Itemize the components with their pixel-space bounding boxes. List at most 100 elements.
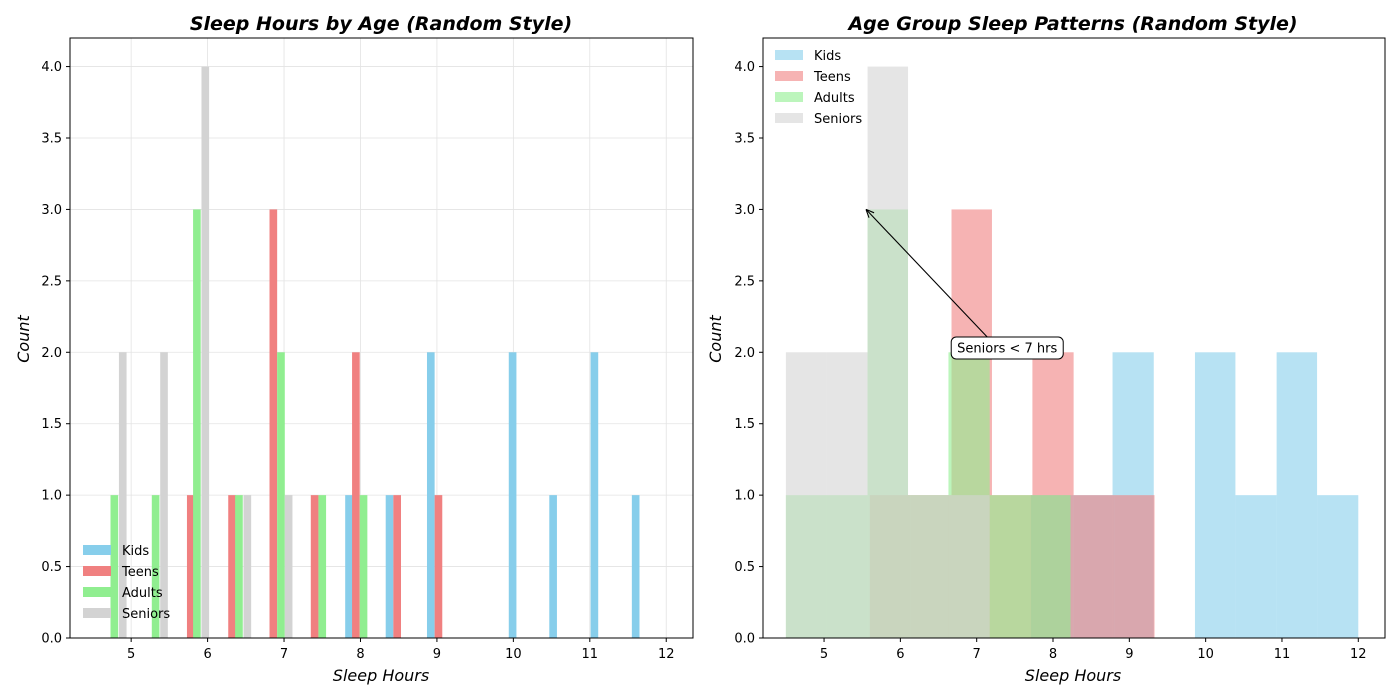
x-axis-label: Sleep Hours (333, 666, 429, 685)
bar-adults (359, 495, 368, 638)
legend-label: Seniors (814, 112, 862, 127)
y-tick-label: 2.5 (734, 274, 755, 289)
y-tick-label: 1.5 (41, 417, 62, 432)
legend-swatch-kids (775, 50, 803, 60)
legend-swatch-adults (775, 92, 803, 102)
bar-seniors (201, 66, 210, 639)
bar-seniors (243, 495, 252, 638)
hist-bar-seniors (948, 495, 990, 638)
y-tick-label: 3.5 (734, 132, 755, 147)
legend-swatch-seniors (83, 608, 111, 618)
y-tick-label: 1.0 (41, 489, 62, 504)
bar-teens (434, 495, 443, 638)
x-tick-label: 8 (1049, 647, 1057, 662)
x-tick-label: 9 (433, 647, 441, 662)
annotation-arrowhead (865, 208, 875, 218)
y-tick-label: 0.5 (734, 560, 755, 575)
y-tick-label: 2.0 (734, 346, 755, 361)
legend-swatch-kids (83, 545, 111, 555)
legend-label: Seniors (122, 607, 170, 622)
bar-teens (186, 495, 195, 638)
bar-seniors (160, 352, 168, 638)
ticks: 5 6 7 8 9 10 11 12 0.0 0.5 1.0 1.5 2.0 2.5 3.0 3.5 4.0 (41, 60, 674, 662)
chart-title: Age Group Sleep Patterns (Random Style) (846, 13, 1297, 35)
axes-frame (69, 37, 694, 639)
y-tick-label: 4.0 (734, 60, 755, 75)
legend-label: Teens (813, 70, 851, 85)
bar-teens (352, 352, 360, 638)
hist-bar-seniors (867, 66, 909, 639)
x-tick-label: 12 (658, 647, 675, 662)
legend-swatch-teens (775, 71, 803, 81)
bar-teens (393, 495, 401, 638)
x-tick-label: 7 (973, 647, 981, 662)
x-tick-label: 8 (356, 647, 364, 662)
hist-bar-kids (1317, 495, 1359, 638)
bar-seniors (118, 352, 127, 638)
legend-label: Adults (814, 91, 855, 106)
legend-label: Kids (814, 49, 841, 64)
y-tick-label: 2.5 (41, 274, 62, 289)
bar-teens (310, 495, 319, 638)
y-tick-label: 3.0 (734, 203, 755, 218)
x-tick-label: 10 (505, 647, 522, 662)
bar-kids (590, 352, 599, 638)
y-tick-label: 4.0 (41, 60, 62, 75)
y-tick-label: 0.5 (41, 560, 62, 575)
bar-kids (508, 352, 517, 638)
bar-kids (345, 495, 353, 638)
y-tick-label: 0.0 (734, 632, 755, 647)
hist-bar-seniors (908, 495, 949, 638)
y-tick-label: 1.5 (734, 417, 755, 432)
bar-kids (385, 495, 394, 638)
x-tick-label: 12 (1350, 647, 1367, 662)
bar-kids (631, 495, 640, 638)
y-tick-label: 3.5 (41, 132, 62, 147)
chart-title: Sleep Hours by Age (Random Style) (190, 13, 572, 35)
hist-bar-kids (1276, 352, 1318, 638)
legend: Kids Teens Adults Seniors (83, 544, 170, 622)
hist-bar-seniors (826, 352, 868, 638)
hist-bar-adults (989, 495, 1031, 638)
bar-seniors (284, 495, 293, 638)
annotation-box (950, 336, 1064, 360)
chart-age-group-sleep-patterns: Age Group Sleep Patterns (Random Style) … (706, 13, 1386, 685)
legend-label: Kids (122, 544, 149, 559)
legend-swatch-seniors (775, 113, 803, 123)
x-tick-label: 11 (582, 647, 599, 662)
y-tick-label: 0.0 (41, 632, 62, 647)
hist-bar-seniors (785, 352, 827, 638)
bar-adults (235, 495, 243, 638)
ticks: 5 6 7 8 9 10 11 12 0.0 0.5 1.0 1.5 2.0 2.5 3.0 3.5 4.0 (734, 60, 1366, 662)
legend-label: Adults (122, 586, 163, 601)
hist-bar-teens (1073, 495, 1115, 638)
y-tick-label: 2.0 (41, 346, 62, 361)
y-axis-label: Count (706, 315, 725, 363)
axes-frame (762, 37, 1386, 639)
bar-adults (318, 495, 327, 638)
x-tick-label: 6 (896, 647, 904, 662)
x-tick-label: 5 (127, 647, 135, 662)
bar-teens (228, 495, 236, 638)
x-tick-label: 6 (203, 647, 211, 662)
bar-teens (269, 209, 278, 638)
bar-adults (277, 352, 285, 638)
legend-swatch-adults (83, 587, 111, 597)
data-marks (110, 66, 640, 639)
bar-kids (426, 352, 435, 638)
y-tick-label: 1.0 (734, 489, 755, 504)
annotation: Seniors < 7 hrs (865, 208, 1064, 360)
hist-bar-kids (1235, 495, 1277, 638)
x-axis-label: Sleep Hours (1025, 666, 1121, 685)
y-tick-label: 3.0 (41, 203, 62, 218)
hist-bar-adults (1030, 495, 1071, 638)
grid (70, 38, 693, 639)
legend-label: Teens (121, 565, 159, 580)
hist-bar-kids (1194, 352, 1236, 638)
x-tick-label: 10 (1197, 647, 1214, 662)
data-marks (785, 66, 1359, 639)
annotation-text: Seniors < 7 hrs (957, 342, 1057, 357)
annotation-arrow (865, 209, 988, 338)
x-tick-label: 9 (1125, 647, 1133, 662)
